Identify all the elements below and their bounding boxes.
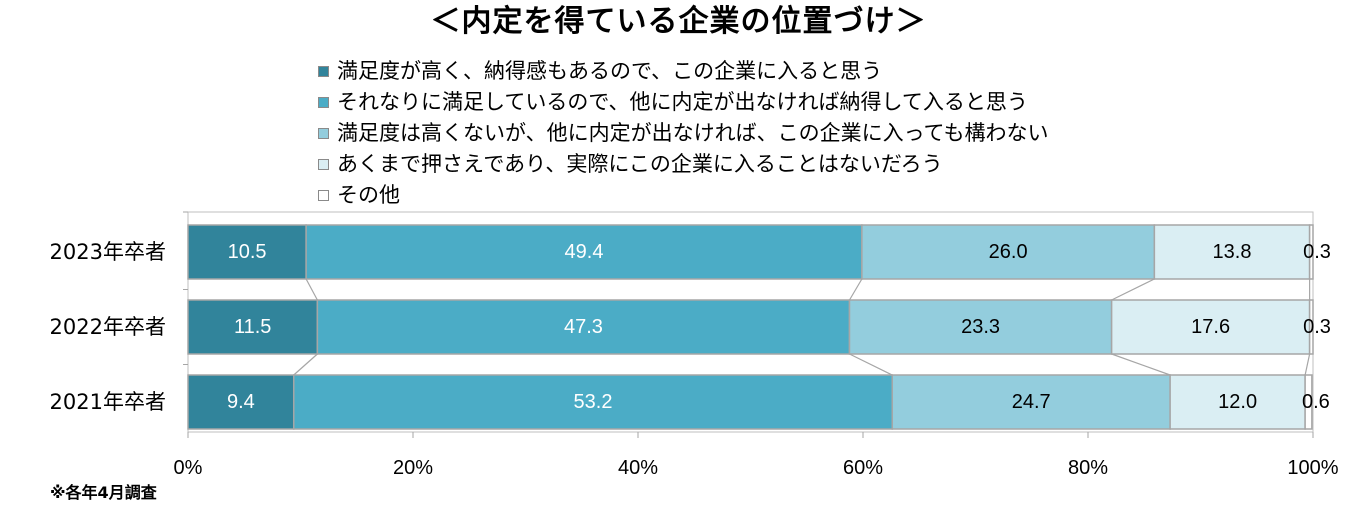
data-label: 47.3	[564, 316, 603, 338]
bar-segment	[1308, 224, 1314, 280]
bar-segment	[1304, 374, 1313, 430]
data-label: 49.4	[565, 241, 604, 263]
bar-segment	[1153, 224, 1311, 280]
x-tick-label: 0%	[174, 457, 203, 479]
data-label: 12.0	[1218, 391, 1257, 413]
legend-swatch	[318, 190, 329, 201]
series-line	[1111, 353, 1171, 376]
bar-segment	[891, 374, 1171, 430]
series-line	[1111, 278, 1155, 301]
x-tick-label: 60%	[843, 457, 883, 479]
data-label: 26.0	[989, 241, 1028, 263]
legend-label: その他	[337, 183, 400, 207]
data-label: 53.2	[574, 391, 613, 413]
x-tick-label: 20%	[393, 457, 433, 479]
series-line	[1304, 353, 1311, 376]
legend-item: あくまで押さえであり、実際にこの企業に入ることはないだろう	[318, 149, 1048, 180]
data-label: 0.3	[1303, 241, 1331, 263]
legend-swatch	[318, 159, 329, 170]
data-label: 17.6	[1191, 316, 1230, 338]
series-line	[305, 278, 318, 301]
legend-item: 満足度は高くないが、他に内定が出なければ、この企業に入っても構わない	[318, 118, 1048, 149]
x-tick-label: 40%	[618, 457, 658, 479]
series-line	[293, 353, 318, 376]
footnote: ※各年4月調査	[50, 483, 157, 502]
category-label: 2021年卒者	[50, 390, 166, 414]
bar-segment	[1169, 374, 1306, 430]
data-label: 23.3	[961, 316, 1000, 338]
legend: 満足度が高く、納得感もあるので、この企業に入ると思う それなりに満足しているので…	[318, 56, 1048, 211]
category-label: 2023年卒者	[50, 240, 166, 264]
legend-label: それなりに満足しているので、他に内定が出なければ納得して入ると思う	[337, 90, 1028, 114]
data-label: 10.5	[228, 241, 267, 263]
data-label: 11.5	[234, 316, 271, 338]
series-line	[848, 278, 863, 301]
legend-label: あくまで押さえであり、実際にこの企業に入ることはないだろう	[337, 152, 943, 176]
x-tick-label: 100%	[1287, 457, 1338, 479]
x-tick-label: 80%	[1068, 457, 1108, 479]
category-label: 2022年卒者	[50, 315, 166, 339]
bar-segment	[316, 299, 851, 355]
data-label: 24.7	[1012, 391, 1051, 413]
chart-title: ＜内定を得ている企業の位置づけ＞	[430, 4, 927, 39]
legend-label: 満足度は高くないが、他に内定が出なければ、この企業に入っても構わない	[337, 121, 1049, 145]
bar-segment	[187, 299, 319, 355]
bar-segment	[1308, 299, 1314, 355]
legend-item: その他	[318, 180, 1048, 211]
bar-segment	[187, 224, 307, 280]
data-label: 0.3	[1303, 316, 1331, 338]
legend-swatch	[318, 128, 329, 139]
series-line	[849, 353, 893, 376]
legend-item: それなりに満足しているので、他に内定が出なければ納得して入ると思う	[318, 87, 1048, 118]
data-label: 13.8	[1213, 241, 1252, 263]
legend-item: 満足度が高く、納得感もあるので、この企業に入ると思う	[318, 56, 1048, 87]
legend-swatch	[318, 97, 329, 108]
data-label: 0.6	[1302, 391, 1330, 413]
data-label: 9.4	[227, 391, 255, 413]
legend-label: 満足度が高く、納得感もあるので、この企業に入ると思う	[337, 59, 883, 83]
legend-swatch	[318, 66, 329, 77]
bar-segment	[848, 299, 1113, 355]
